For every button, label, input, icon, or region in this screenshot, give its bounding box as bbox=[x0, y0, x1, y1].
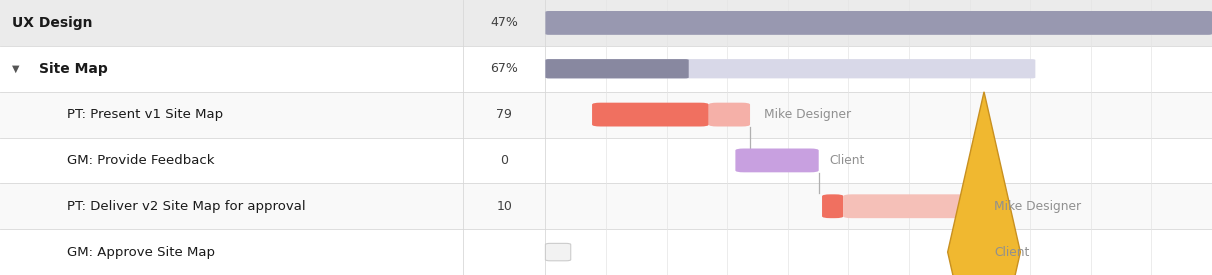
Text: Client: Client bbox=[829, 154, 864, 167]
Text: 67%: 67% bbox=[491, 62, 518, 75]
FancyBboxPatch shape bbox=[545, 11, 1212, 35]
FancyBboxPatch shape bbox=[591, 103, 709, 126]
Text: Mike Designer: Mike Designer bbox=[764, 108, 851, 121]
Text: Client: Client bbox=[995, 246, 1030, 258]
Text: 10: 10 bbox=[496, 200, 513, 213]
Bar bbox=[0, 92, 1212, 138]
Text: Mike Designer: Mike Designer bbox=[994, 200, 1081, 213]
FancyBboxPatch shape bbox=[736, 148, 819, 172]
Text: 79: 79 bbox=[496, 108, 513, 121]
FancyBboxPatch shape bbox=[545, 59, 1035, 78]
Bar bbox=[0, 0, 1212, 46]
FancyBboxPatch shape bbox=[709, 103, 750, 126]
Text: PT: Deliver v2 Site Map for approval: PT: Deliver v2 Site Map for approval bbox=[67, 200, 305, 213]
Bar bbox=[0, 229, 1212, 275]
Text: 0: 0 bbox=[501, 154, 508, 167]
Text: ▼: ▼ bbox=[12, 64, 19, 74]
FancyBboxPatch shape bbox=[545, 243, 571, 261]
Bar bbox=[0, 183, 1212, 229]
FancyBboxPatch shape bbox=[844, 194, 983, 218]
Text: PT: Present v1 Site Map: PT: Present v1 Site Map bbox=[67, 108, 223, 121]
Polygon shape bbox=[948, 92, 1021, 275]
FancyBboxPatch shape bbox=[545, 59, 688, 78]
FancyBboxPatch shape bbox=[822, 194, 844, 218]
Text: GM: Approve Site Map: GM: Approve Site Map bbox=[67, 246, 215, 258]
Text: Site Map: Site Map bbox=[39, 62, 108, 76]
Text: GM: Provide Feedback: GM: Provide Feedback bbox=[67, 154, 215, 167]
Bar bbox=[0, 138, 1212, 183]
Text: 47%: 47% bbox=[491, 16, 518, 29]
Text: UX Design: UX Design bbox=[12, 16, 92, 30]
Bar bbox=[0, 46, 1212, 92]
